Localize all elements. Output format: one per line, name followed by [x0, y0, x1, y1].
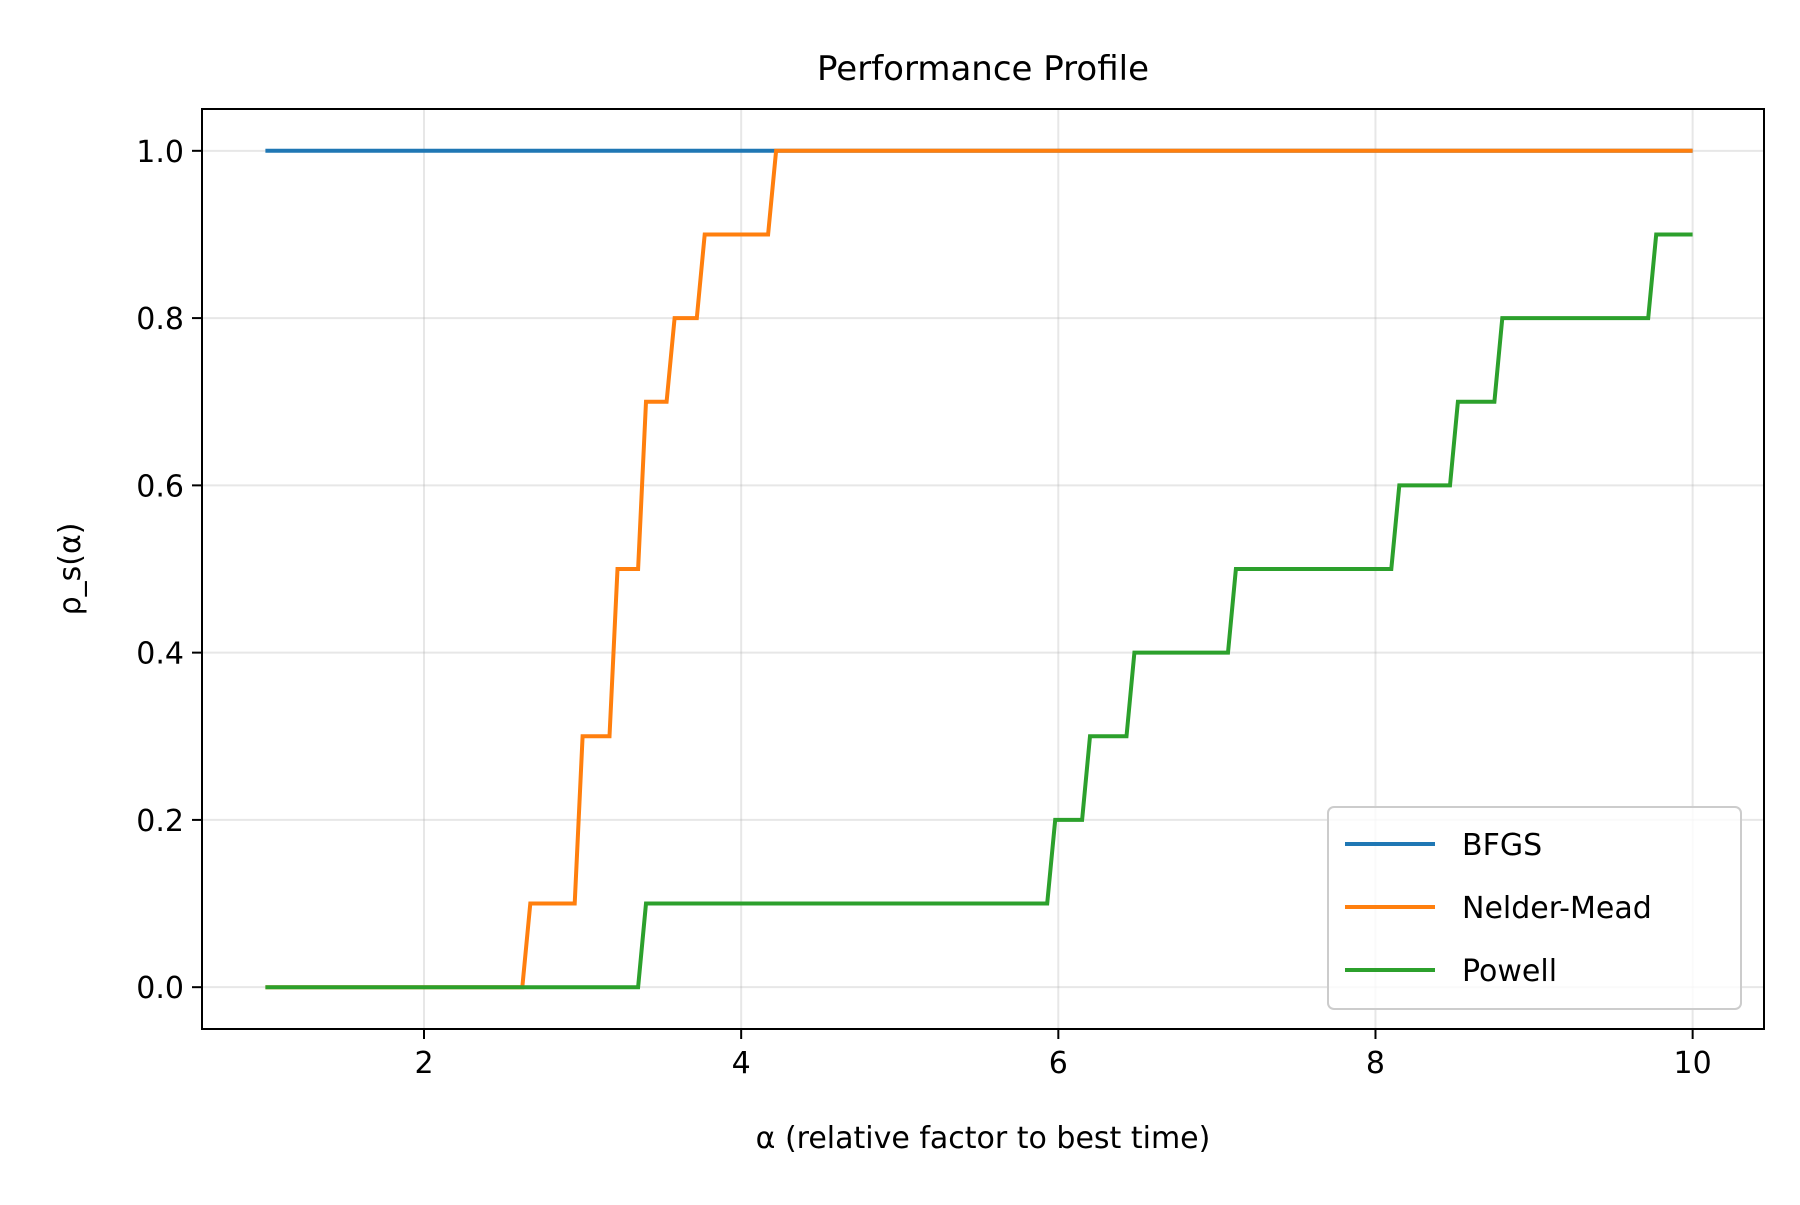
legend-label-nelder-mead: Nelder-Mead [1462, 891, 1652, 926]
legend: BFGS Nelder-Mead Powell [1327, 806, 1742, 1010]
tick-layer: 2 4 6 8 10 0.0 0.2 0.4 0.6 0.8 1.0 [136, 135, 1711, 1081]
y-axis-label: ρ_s(α) [53, 523, 88, 616]
series-layer [265, 148, 1693, 990]
y-tick-label: 0.2 [136, 804, 184, 839]
y-tick-label: 0.0 [136, 971, 184, 1006]
y-tick-label: 0.8 [136, 302, 184, 337]
legend-label-powell: Powell [1462, 954, 1557, 989]
legend-items: BFGS Nelder-Mead Powell [1345, 828, 1652, 989]
x-tick-label: 10 [1674, 1046, 1712, 1081]
legend-label-bfgs: BFGS [1462, 828, 1542, 863]
legend-box [1327, 806, 1742, 1010]
series-line-powell [265, 232, 1693, 990]
x-tick-label: 4 [732, 1046, 751, 1081]
x-tick-label: 2 [414, 1046, 433, 1081]
y-tick-label: 0.4 [136, 637, 184, 672]
series-line-nelder-mead [265, 148, 1693, 990]
chart-title: Performance Profile [817, 49, 1149, 89]
y-tick-label: 0.6 [136, 469, 184, 504]
plot-frame [201, 108, 1765, 1030]
x-tick-label: 6 [1049, 1046, 1068, 1081]
x-axis-label: α (relative factor to best time) [756, 1121, 1211, 1156]
x-tick-label: 8 [1366, 1046, 1385, 1081]
y-tick-label: 1.0 [136, 135, 184, 170]
